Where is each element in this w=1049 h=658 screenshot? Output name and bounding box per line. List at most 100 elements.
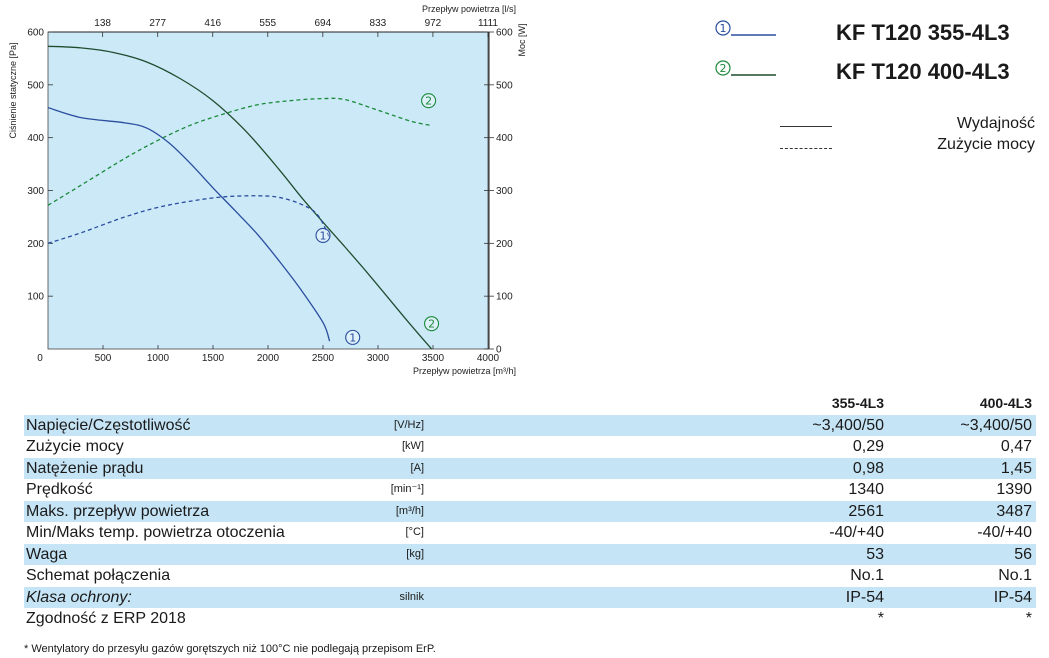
spec-value-400: 56 — [888, 543, 1036, 565]
spec-value-400: 1390 — [996, 481, 1032, 498]
spec-value-400: No.1 — [998, 567, 1032, 584]
spec-gap — [427, 586, 710, 608]
spec-name: Prędkość — [26, 481, 93, 498]
table-row: Schemat połączenia No.1 No.1 — [24, 565, 1036, 587]
series-line-power-400 — [47, 97, 432, 206]
spec-name: Napięcie/Częstotliwość — [24, 414, 378, 436]
y-tick-label: 200 — [27, 239, 44, 250]
legend-power-label: Zużycie mocy — [937, 136, 1035, 153]
spec-unit: [kW] — [402, 440, 424, 452]
x-axis-title: Przepływ powietrza [m³/h] — [413, 366, 516, 376]
spec-value-400: -40/+40 — [977, 524, 1032, 541]
spec-gap — [427, 500, 710, 522]
y-tick-label: 300 — [27, 186, 44, 197]
spec-gap — [427, 457, 710, 479]
spec-name: Zgodność z ERP 2018 — [26, 610, 186, 627]
spec-name: Schemat połączenia — [26, 567, 171, 584]
spec-name: Klasa ochrony: — [24, 586, 378, 608]
x2-tick-label: 972 — [425, 18, 442, 29]
legend-model-1-name: KF T120 355-4L3 — [836, 20, 1010, 45]
svg-text:2: 2 — [720, 62, 727, 75]
y2-tick-label: 200 — [496, 239, 513, 250]
legend-model-2-name: KF T120 400-4L3 — [836, 59, 1010, 84]
x2-tick-label: 416 — [204, 18, 221, 29]
spec-unit: [°C] — [405, 526, 424, 538]
series-line-pressure-400 — [47, 45, 433, 350]
y2-tick-label: 400 — [496, 133, 513, 144]
table-row: Prędkość [min⁻¹] 1340 1390 — [24, 479, 1036, 501]
legend-dashed-line — [780, 148, 832, 149]
legend-symbol-model-1: 1 — [715, 20, 776, 36]
spec-gap — [427, 479, 710, 501]
spec-gap — [427, 608, 710, 630]
spec-value-355: No.1 — [850, 567, 884, 584]
spec-unit — [378, 565, 427, 587]
series-line-power-355 — [47, 195, 331, 244]
spec-value-355: ~3,400/50 — [710, 414, 888, 436]
series-marker-label: 2 — [425, 95, 432, 108]
x-tick-label: 2500 — [312, 353, 335, 364]
x-tick-label: 1500 — [202, 353, 225, 364]
series-marker-label: 1 — [320, 229, 327, 242]
spec-gap — [427, 543, 710, 565]
spec-unit: [V/Hz] — [378, 414, 427, 436]
spec-name: Maks. przepływ powietrza — [24, 500, 378, 522]
plot-area — [47, 31, 489, 350]
spec-value-400: * — [1025, 610, 1032, 627]
table-row: Zużycie mocy [kW] 0,29 0,47 — [24, 436, 1036, 458]
spec-name: Min/Maks temp. powietrza otoczenia — [26, 524, 285, 541]
series-marker-label: 2 — [428, 318, 435, 331]
y2-tick-label: 600 — [496, 28, 513, 39]
spec-name: Waga — [24, 543, 378, 565]
x-tick-label: 3500 — [422, 353, 445, 364]
table-row: Napięcie/Częstotliwość [V/Hz] ~3,400/50 ~3,… — [24, 414, 1036, 436]
x2-tick-label: 277 — [149, 18, 166, 29]
y2-tick-label: 0 — [496, 345, 502, 356]
legend-symbol-model-2: 2 — [715, 60, 776, 76]
x2-tick-label: 555 — [259, 18, 276, 29]
svg-text:1: 1 — [720, 22, 727, 35]
table-row: Maks. przepływ powietrza [m³/h] 2561 3487 — [24, 500, 1036, 522]
specs-header-row: 355-4L3 400-4L3 — [24, 393, 1036, 415]
y-tick-label: 100 — [27, 292, 44, 303]
y2-axis-title: Moc [W] — [517, 24, 527, 57]
spec-value-355: -40/+40 — [829, 524, 884, 541]
y2-tick-label: 500 — [496, 80, 513, 91]
table-row: Waga [kg] 53 56 — [24, 543, 1036, 565]
spec-value-355: 53 — [710, 543, 888, 565]
column-header-355: 355-4L3 — [831, 395, 884, 411]
spec-value-355: IP-54 — [710, 586, 888, 608]
spec-gap — [427, 565, 710, 587]
y-tick-label: 500 — [27, 80, 44, 91]
specifications-table: 355-4L3 400-4L3 Napięcie/Częstotliwość [V… — [24, 393, 1036, 630]
spec-unit: [m³/h] — [378, 500, 427, 522]
y2-tick-label: 300 — [496, 186, 513, 197]
spec-gap — [427, 414, 710, 436]
x-tick-label: 2000 — [257, 353, 280, 364]
x-tick-label: 0 — [37, 353, 43, 364]
spec-value-355: 0,98 — [710, 457, 888, 479]
spec-unit: [kg] — [378, 543, 427, 565]
spec-name: Natężenie prądu — [24, 457, 378, 479]
y-tick-label: 600 — [27, 28, 44, 39]
spec-value-400: ~3,400/50 — [888, 414, 1036, 436]
table-row: Zgodność z ERP 2018 * * — [24, 608, 1036, 630]
series-marker-circle — [345, 329, 361, 345]
legend-solid-line — [780, 126, 832, 127]
y2-tick-label: 100 — [496, 292, 513, 303]
spec-value-355: 2561 — [710, 500, 888, 522]
spec-value-355: 0,29 — [852, 438, 884, 455]
column-header-400: 400-4L3 — [979, 395, 1032, 411]
y-axis-title: Ciśnienie statyczne [Pa] — [8, 42, 18, 138]
footnote: * Wentylatory do przesyłu gazów gorętszy… — [24, 643, 436, 655]
spec-name: Zużycie mocy — [26, 438, 124, 455]
spec-gap — [427, 522, 710, 544]
series-marker-circle — [424, 316, 440, 332]
x-tick-label: 4000 — [477, 353, 500, 364]
legend-performance-label: Wydajność — [956, 115, 1035, 132]
spec-value-400: 3487 — [888, 500, 1036, 522]
spec-unit — [378, 608, 427, 630]
spec-value-355: 1340 — [848, 481, 884, 498]
x2-tick-label: 1111 — [478, 18, 498, 29]
